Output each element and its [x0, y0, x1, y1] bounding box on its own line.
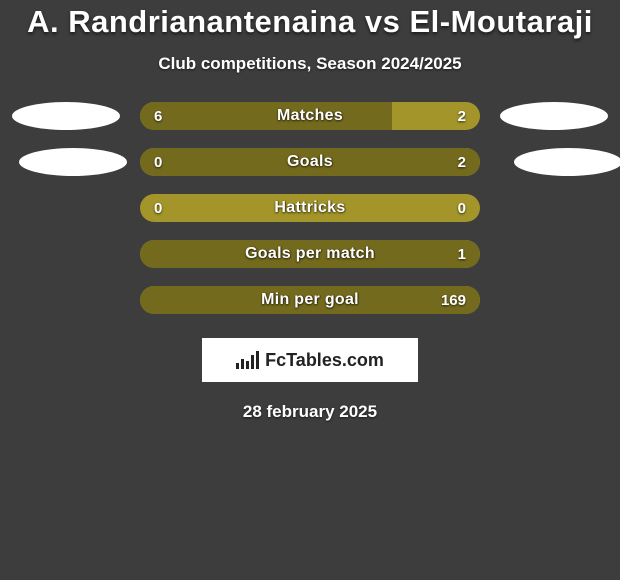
left-shape-col: [4, 102, 128, 130]
comparison-row: 02Goals: [0, 148, 620, 176]
stat-bar: 1Goals per match: [140, 240, 480, 268]
comparison-row: 62Matches: [0, 102, 620, 130]
right-shape-col: [492, 102, 616, 130]
comparison-widget: A. Randrianantenaina vs El-Moutaraji Clu…: [0, 0, 620, 422]
ellipse-icon: [19, 148, 127, 176]
left-shape-col: [4, 148, 128, 176]
stat-bar: 62Matches: [140, 102, 480, 130]
stat-bar: 169Min per goal: [140, 286, 480, 314]
comparison-row: 1Goals per match: [0, 240, 620, 268]
page-title: A. Randrianantenaina vs El-Moutaraji: [0, 4, 620, 40]
subtitle: Club competitions, Season 2024/2025: [0, 54, 620, 74]
ellipse-icon: [12, 102, 120, 130]
stat-label: Matches: [140, 102, 480, 130]
right-shape-col: [492, 148, 616, 176]
logo-box[interactable]: FcTables.com: [202, 338, 418, 382]
chart-icon: [236, 351, 259, 369]
stat-bar: 02Goals: [140, 148, 480, 176]
comparison-row: 169Min per goal: [0, 286, 620, 314]
logo-text: FcTables.com: [265, 350, 384, 371]
stat-bar: 00Hattricks: [140, 194, 480, 222]
stat-label: Hattricks: [140, 194, 480, 222]
ellipse-icon: [514, 148, 620, 176]
comparison-rows: 62Matches 02Goals 00Hattricks 1Goals per ma…: [0, 102, 620, 314]
comparison-row: 00Hattricks: [0, 194, 620, 222]
stat-label: Goals: [140, 148, 480, 176]
footer-date: 28 february 2025: [0, 402, 620, 422]
stat-label: Goals per match: [140, 240, 480, 268]
ellipse-icon: [500, 102, 608, 130]
stat-label: Min per goal: [140, 286, 480, 314]
